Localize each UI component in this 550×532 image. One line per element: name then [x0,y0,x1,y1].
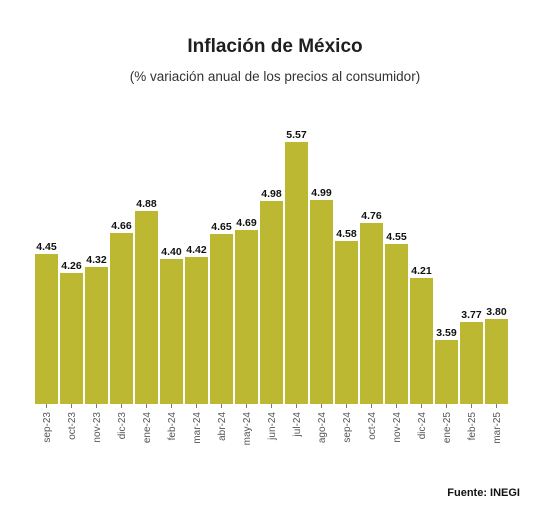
chart-subtitle: (% variación anual de los precios al con… [129,69,421,84]
data-label-ene-25: 3.59 [436,327,457,339]
x-tick-label-dic-24: dic-24 [417,412,428,440]
bar-mar-25 [485,319,508,404]
x-tick-label-feb-25: feb-25 [467,412,478,441]
x-tick-label-dic-23: dic-23 [117,412,128,440]
x-tick-label-ene-24: ene-24 [142,412,153,444]
bar-ene-24 [135,211,158,404]
bar-sep-24 [335,241,358,404]
bar-ago-24 [310,200,333,404]
data-label-mar-24: 4.42 [186,244,207,256]
bar-mar-24 [185,257,208,404]
x-tick-label-ene-25: ene-25 [442,412,453,444]
x-tick-label-ago-24: ago-24 [317,412,328,444]
bar-feb-25 [460,322,483,404]
data-label-feb-24: 4.40 [161,246,182,258]
bar-feb-24 [160,259,183,404]
data-label-nov-24: 4.55 [386,231,407,243]
bar-nov-23 [85,267,108,404]
x-tick-label-sep-24: sep-24 [342,412,353,443]
bar-may-24 [235,230,258,404]
data-label-mar-25: 3.80 [486,306,507,318]
bar-abr-24 [210,234,233,404]
data-label-abr-24: 4.65 [211,221,232,233]
data-label-feb-25: 3.77 [461,309,482,321]
data-label-jul-24: 5.57 [286,129,307,141]
x-tick-label-nov-23: nov-23 [92,412,103,443]
bar-oct-23 [60,273,83,404]
x-tick-label-sep-23: sep-23 [42,412,53,443]
x-tick-label-mar-24: mar-24 [192,412,203,444]
data-label-may-24: 4.69 [236,217,257,229]
x-tick-label-oct-24: oct-24 [367,412,378,440]
data-label-dic-23: 4.66 [111,220,132,232]
bar-sep-23 [35,254,58,404]
bar-jul-24 [285,142,308,404]
x-tick-label-nov-24: nov-24 [392,412,403,443]
x-tick-label-jul-24: jul-24 [292,412,303,438]
data-label-ene-24: 4.88 [136,198,157,210]
x-tick-label-jun-24: jun-24 [267,412,278,441]
data-label-ago-24: 4.99 [311,187,332,199]
bar-dic-23 [110,233,133,404]
source-note: Fuente: INEGI [447,487,520,499]
bar-nov-24 [385,244,408,404]
bar-dic-24 [410,278,433,404]
bar-ene-25 [435,340,458,404]
x-tick-label-abr-24: abr-24 [217,412,228,441]
bar-oct-24 [360,223,383,404]
data-label-dic-24: 4.21 [411,265,432,277]
data-label-oct-24: 4.76 [361,210,382,222]
x-tick-label-mar-25: mar-25 [492,412,503,444]
data-label-jun-24: 4.98 [261,188,282,200]
bar-jun-24 [260,201,283,404]
x-tick-label-feb-24: feb-24 [167,412,178,441]
x-tick-label-oct-23: oct-23 [67,412,78,440]
data-label-nov-23: 4.32 [86,254,107,266]
data-label-sep-24: 4.58 [336,228,357,240]
data-label-oct-23: 4.26 [61,260,82,272]
x-tick-label-may-24: may-24 [242,412,253,446]
chart-title: Inflación de México [187,36,363,57]
data-label-sep-23: 4.45 [36,241,57,253]
